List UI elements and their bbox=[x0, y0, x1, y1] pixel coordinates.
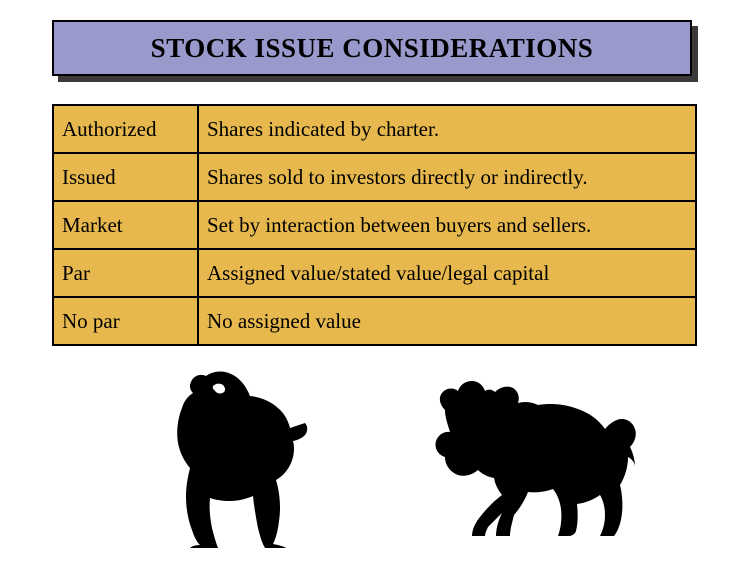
bull-icon bbox=[430, 375, 640, 540]
term-cell: Par bbox=[53, 249, 198, 297]
term-cell: No par bbox=[53, 297, 198, 345]
definition-cell: Set by interaction between buyers and se… bbox=[198, 201, 696, 249]
definition-cell: Assigned value/stated value/legal capita… bbox=[198, 249, 696, 297]
definitions-table: Authorized Shares indicated by charter. … bbox=[52, 104, 697, 346]
term-cell: Market bbox=[53, 201, 198, 249]
table-row: Issued Shares sold to investors directly… bbox=[53, 153, 696, 201]
definition-cell: Shares sold to investors directly or ind… bbox=[198, 153, 696, 201]
definition-cell: No assigned value bbox=[198, 297, 696, 345]
term-cell: Authorized bbox=[53, 105, 198, 153]
title-box: STOCK ISSUE CONSIDERATIONS bbox=[52, 20, 692, 76]
page-title: STOCK ISSUE CONSIDERATIONS bbox=[151, 33, 594, 64]
table-row: Par Assigned value/stated value/legal ca… bbox=[53, 249, 696, 297]
term-cell: Issued bbox=[53, 153, 198, 201]
definition-cell: Shares indicated by charter. bbox=[198, 105, 696, 153]
bear-icon bbox=[158, 368, 308, 553]
table-row: Authorized Shares indicated by charter. bbox=[53, 105, 696, 153]
table-row: No par No assigned value bbox=[53, 297, 696, 345]
table-row: Market Set by interaction between buyers… bbox=[53, 201, 696, 249]
